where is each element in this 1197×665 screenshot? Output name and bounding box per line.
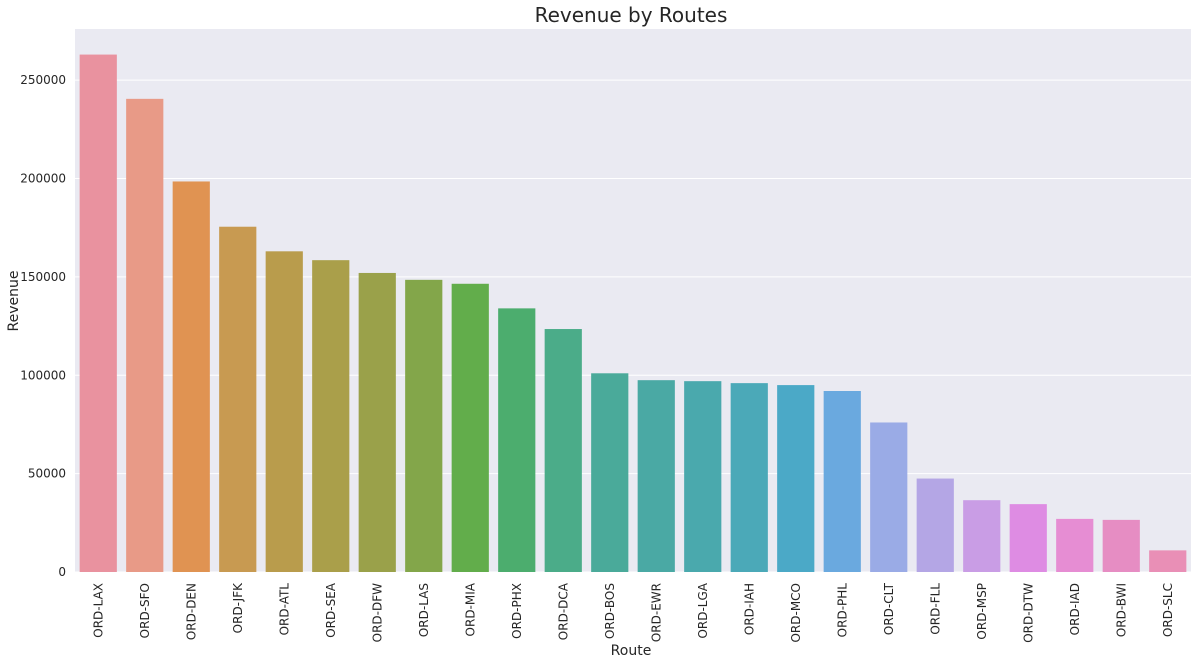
bar — [777, 385, 815, 572]
x-tick-label: ORD-BWI — [1114, 583, 1128, 637]
y-tick-label: 0 — [58, 565, 66, 579]
bar — [1009, 504, 1047, 572]
bar — [265, 251, 303, 572]
x-tick-label: ORD-SFO — [138, 583, 152, 638]
y-tick-label: 50000 — [28, 467, 66, 481]
x-tick-label: ORD-IAD — [1068, 583, 1082, 635]
bars — [79, 54, 1187, 572]
bar — [591, 373, 629, 572]
bar — [1149, 550, 1187, 572]
y-axis-label: Revenue — [6, 271, 22, 332]
x-tick-label: ORD-ATL — [277, 583, 291, 636]
x-tick-label: ORD-LAS — [417, 583, 431, 637]
bar — [451, 283, 489, 572]
x-tick-label: ORD-DTW — [1021, 583, 1035, 643]
bar — [172, 181, 210, 572]
x-tick-label: ORD-SEA — [324, 582, 338, 638]
bar — [358, 272, 396, 572]
bar — [1102, 519, 1140, 572]
x-tick-label: ORD-DCA — [556, 582, 570, 640]
x-tick-label: ORD-EWR — [649, 583, 663, 642]
bar — [1056, 518, 1094, 572]
x-tick-labels: ORD-LAX ORD-SFO ORD-DEN ORD-JFK ORD-ATL ORD-S… — [91, 582, 1175, 643]
bar — [126, 98, 164, 572]
x-tick-label: ORD-PHL — [835, 583, 849, 638]
x-tick-label: ORD-IAH — [742, 583, 756, 635]
bar — [312, 260, 350, 572]
y-tick-label: 150000 — [20, 270, 66, 284]
bar — [637, 380, 675, 572]
bar — [498, 308, 536, 572]
bar — [219, 226, 257, 572]
x-tick-label: ORD-DEN — [184, 583, 198, 640]
x-tick-label: ORD-MIA — [463, 582, 477, 636]
bar — [684, 381, 722, 572]
bar — [823, 391, 861, 572]
x-tick-label: ORD-BOS — [603, 583, 617, 639]
x-tick-label: ORD-SLC — [1161, 583, 1175, 637]
x-tick-label: ORD-MCO — [789, 583, 803, 643]
bar — [544, 329, 582, 572]
x-tick-label: ORD-DFW — [370, 583, 384, 642]
bar — [916, 478, 954, 572]
x-tick-label: ORD-LGA — [696, 582, 710, 638]
x-tick-label: ORD-MSP — [975, 583, 989, 640]
plot-background — [75, 29, 1191, 572]
bar — [963, 500, 1001, 572]
bar — [870, 422, 908, 572]
x-axis-label: Route — [611, 643, 652, 659]
y-tick-label: 250000 — [20, 73, 66, 87]
y-tick-label: 100000 — [20, 368, 66, 382]
y-tick-label: 200000 — [20, 172, 66, 186]
y-tick-labels: 0 50000 100000 150000 200000 250000 — [20, 73, 66, 579]
gridlines — [75, 79, 1191, 573]
x-tick-label: ORD-FLL — [928, 583, 942, 635]
bar — [405, 279, 443, 572]
x-tick-label: ORD-CLT — [882, 582, 896, 635]
x-tick-label: ORD-JFK — [231, 582, 245, 633]
x-tick-label: ORD-PHX — [510, 583, 524, 639]
x-tick-label: ORD-LAX — [91, 583, 105, 638]
bar — [79, 54, 117, 572]
chart-title: Revenue by Routes — [535, 3, 728, 27]
bar — [730, 383, 768, 572]
